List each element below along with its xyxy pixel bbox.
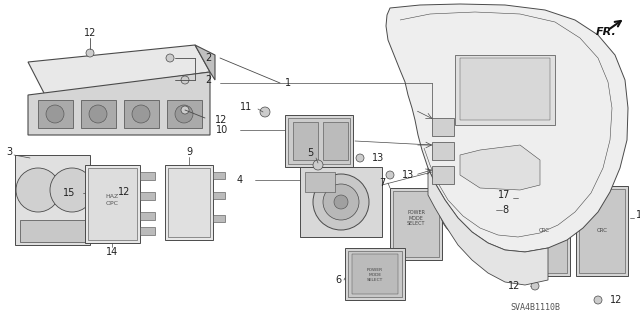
Text: HAZ
OPC: HAZ OPC	[106, 194, 118, 206]
Bar	[165, 165, 213, 240]
Bar	[213, 192, 225, 199]
Bar	[348, 251, 402, 297]
Bar	[213, 172, 225, 179]
Polygon shape	[28, 45, 210, 95]
Text: 2: 2	[205, 53, 211, 63]
Bar	[213, 215, 225, 222]
Circle shape	[313, 160, 323, 170]
Circle shape	[166, 54, 174, 62]
Text: 16: 16	[636, 210, 640, 220]
Text: 13: 13	[372, 153, 384, 163]
Text: 6: 6	[336, 275, 342, 285]
Polygon shape	[460, 145, 540, 190]
Text: POWER
MODE
SELECT: POWER MODE SELECT	[407, 210, 425, 226]
Text: 3: 3	[6, 147, 12, 157]
Bar	[305, 172, 335, 192]
Text: 4: 4	[237, 175, 243, 185]
Text: 12: 12	[508, 281, 520, 291]
Circle shape	[313, 174, 369, 230]
Circle shape	[46, 105, 64, 123]
Bar	[20, 220, 85, 242]
Text: CRC: CRC	[596, 228, 607, 234]
Text: 12: 12	[118, 187, 131, 197]
Bar	[140, 212, 155, 220]
Text: SVA4B1110B: SVA4B1110B	[510, 303, 560, 313]
Bar	[124, 100, 159, 128]
Bar	[140, 192, 155, 200]
Bar	[345, 248, 405, 300]
Polygon shape	[386, 4, 628, 252]
Circle shape	[101, 188, 109, 196]
Bar	[352, 254, 398, 294]
Circle shape	[175, 105, 193, 123]
Text: 12: 12	[215, 115, 227, 125]
Bar	[140, 172, 155, 180]
Bar	[323, 122, 348, 160]
Text: 17: 17	[498, 190, 510, 200]
Circle shape	[181, 76, 189, 84]
Bar	[285, 115, 353, 167]
Circle shape	[450, 192, 486, 228]
Circle shape	[356, 154, 364, 162]
Bar	[88, 168, 137, 240]
Bar	[390, 188, 442, 260]
Bar	[15, 155, 90, 245]
Text: FR.: FR.	[596, 27, 617, 37]
Bar	[460, 58, 550, 120]
Text: 12: 12	[610, 295, 622, 305]
Circle shape	[89, 105, 107, 123]
Circle shape	[531, 282, 539, 290]
Bar	[518, 186, 570, 276]
Bar	[288, 118, 350, 164]
Text: CRC: CRC	[538, 228, 550, 234]
Bar	[167, 100, 202, 128]
Circle shape	[16, 168, 60, 212]
Circle shape	[323, 184, 359, 220]
Text: 14: 14	[106, 247, 118, 257]
Bar	[300, 167, 382, 237]
Bar	[85, 165, 140, 243]
Bar	[432, 166, 454, 184]
Bar	[521, 189, 567, 273]
Polygon shape	[28, 72, 210, 135]
Polygon shape	[195, 45, 215, 80]
Text: 13: 13	[402, 170, 414, 180]
Text: 10: 10	[216, 125, 228, 135]
Text: 2: 2	[205, 75, 211, 85]
Bar	[38, 100, 73, 128]
Circle shape	[260, 107, 270, 117]
Circle shape	[334, 195, 348, 209]
Text: 5: 5	[307, 148, 313, 158]
Text: 8: 8	[502, 205, 508, 215]
Circle shape	[440, 182, 496, 238]
Bar	[579, 189, 625, 273]
Bar	[140, 227, 155, 235]
Bar	[432, 142, 454, 160]
Circle shape	[50, 168, 94, 212]
Text: 11: 11	[240, 102, 252, 112]
Bar	[393, 191, 439, 257]
Circle shape	[86, 49, 94, 57]
Circle shape	[132, 105, 150, 123]
Circle shape	[386, 171, 394, 179]
Bar	[432, 118, 454, 136]
Text: POWER
MODE
SELECT: POWER MODE SELECT	[367, 268, 383, 282]
Bar	[455, 55, 555, 125]
Circle shape	[594, 296, 602, 304]
Text: 7: 7	[379, 178, 385, 188]
Circle shape	[181, 106, 189, 114]
Text: 1: 1	[285, 78, 291, 88]
Bar	[81, 100, 116, 128]
Text: 15: 15	[63, 188, 75, 198]
Bar	[168, 168, 210, 237]
Text: 12: 12	[84, 28, 96, 38]
Text: 9: 9	[186, 147, 192, 157]
Polygon shape	[428, 168, 548, 285]
Bar	[293, 122, 318, 160]
Bar	[576, 186, 628, 276]
